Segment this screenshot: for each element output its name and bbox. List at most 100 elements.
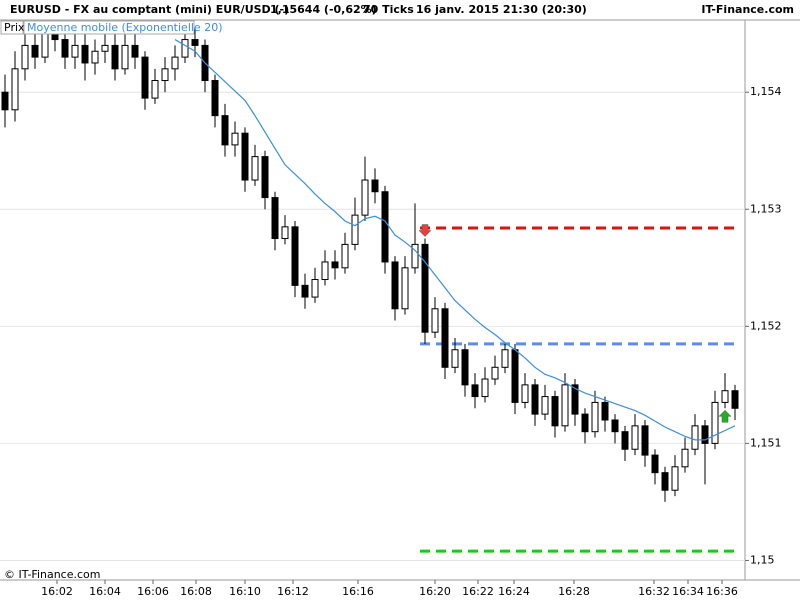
candle-body: [661, 472, 669, 491]
x-tick-label: 16:22: [462, 585, 494, 598]
x-tick-label: 16:08: [180, 585, 212, 598]
y-tick-label: 1,151: [750, 436, 782, 449]
candle-body: [411, 243, 419, 269]
legend-box: [23, 20, 195, 35]
candle-body: [701, 425, 709, 444]
candle-body: [31, 44, 39, 58]
candle-body: [241, 132, 249, 181]
candle-body: [651, 454, 659, 474]
candle-body: [281, 226, 289, 240]
x-tick-label: 16:06: [137, 585, 169, 598]
instrument: EURUSD - FX au comptant (mini) EUR/USD (…: [10, 3, 289, 16]
x-tick-label: 16:24: [498, 585, 530, 598]
candle-body: [561, 384, 569, 427]
candle-body: [401, 267, 409, 310]
candle-body: [551, 396, 559, 427]
candle-body: [441, 308, 449, 368]
candle-body: [291, 226, 299, 286]
candle-body: [691, 425, 699, 450]
x-tick-label: 16:20: [419, 585, 451, 598]
y-tick-label: 1,153: [750, 202, 782, 215]
candle-body: [131, 44, 139, 58]
candle-body: [141, 56, 149, 99]
ema-line: [174, 39, 736, 441]
candle-body: [631, 425, 639, 450]
candle-body: [721, 390, 729, 403]
brand: IT-Finance.com: [701, 3, 794, 16]
candle-body: [451, 349, 459, 368]
candle-body: [461, 349, 469, 386]
candle-body: [211, 80, 219, 117]
x-tick-label: 16:16: [342, 585, 374, 598]
candle-body: [11, 68, 19, 111]
x-tick-label: 16:36: [706, 585, 738, 598]
candle-body: [431, 308, 439, 333]
candle-body: [111, 44, 119, 70]
x-tick-label: 16:32: [638, 585, 670, 598]
candle-body: [71, 44, 79, 58]
candle-body: [231, 132, 239, 146]
candle-body: [511, 349, 519, 403]
candle-body: [611, 419, 619, 433]
candle-body: [421, 243, 429, 333]
candle-body: [121, 44, 129, 70]
candle-body: [301, 284, 309, 298]
candle-body: [391, 261, 399, 310]
footer: © IT-Finance.com: [4, 568, 101, 581]
candle-body: [191, 39, 199, 46]
signal-arrow: [418, 224, 432, 237]
period: 70 Ticks: [363, 3, 414, 16]
candle-body: [81, 44, 89, 64]
candle-body: [581, 413, 589, 433]
candle-body: [101, 44, 109, 52]
candle-body: [351, 214, 359, 245]
candle-body: [221, 115, 229, 146]
candle-body: [151, 80, 159, 99]
candle-body: [481, 378, 489, 398]
candle-body: [671, 466, 679, 491]
candle-body: [331, 261, 339, 269]
candle-body: [501, 349, 509, 368]
candle-body: [491, 366, 499, 380]
last-price: 1,15644 (-0,62%): [270, 3, 377, 16]
candle-body: [51, 33, 59, 41]
x-tick-label: 16:28: [558, 585, 590, 598]
candle-body: [731, 390, 739, 409]
candle-body: [251, 156, 259, 181]
x-tick-label: 16:10: [229, 585, 261, 598]
legend-box: [0, 20, 24, 35]
candle-body: [271, 197, 279, 240]
candle-body: [1, 91, 9, 111]
candle-body: [571, 384, 579, 415]
candle-body: [521, 384, 529, 403]
candle-body: [711, 401, 719, 444]
candle-body: [681, 448, 689, 468]
candle-body: [541, 396, 549, 415]
x-tick-label: 16:34: [672, 585, 704, 598]
signal-arrow: [718, 409, 732, 423]
legend-price: Prix: [4, 21, 25, 34]
candle-body: [61, 39, 69, 58]
candle-body: [161, 68, 169, 82]
y-tick-label: 1,152: [750, 319, 782, 332]
candle-body: [381, 191, 389, 263]
candle-body: [91, 50, 99, 64]
candle-body: [311, 279, 319, 298]
x-tick-label: 16:02: [41, 585, 73, 598]
x-tick-label: 16:04: [89, 585, 121, 598]
candle-body: [371, 179, 379, 193]
candle-body: [41, 33, 49, 58]
candle-body: [531, 384, 539, 415]
candle-body: [591, 401, 599, 433]
plot: [0, 22, 745, 561]
candle-body: [621, 431, 629, 450]
x-tick-label: 16:12: [277, 585, 309, 598]
legend-ema: Moyenne mobile (Exponentielle 20): [27, 21, 223, 34]
candle-body: [181, 39, 189, 58]
candle-body: [471, 384, 479, 398]
candle-body: [361, 179, 369, 216]
candle-body: [601, 401, 609, 421]
candle-body: [341, 243, 349, 269]
